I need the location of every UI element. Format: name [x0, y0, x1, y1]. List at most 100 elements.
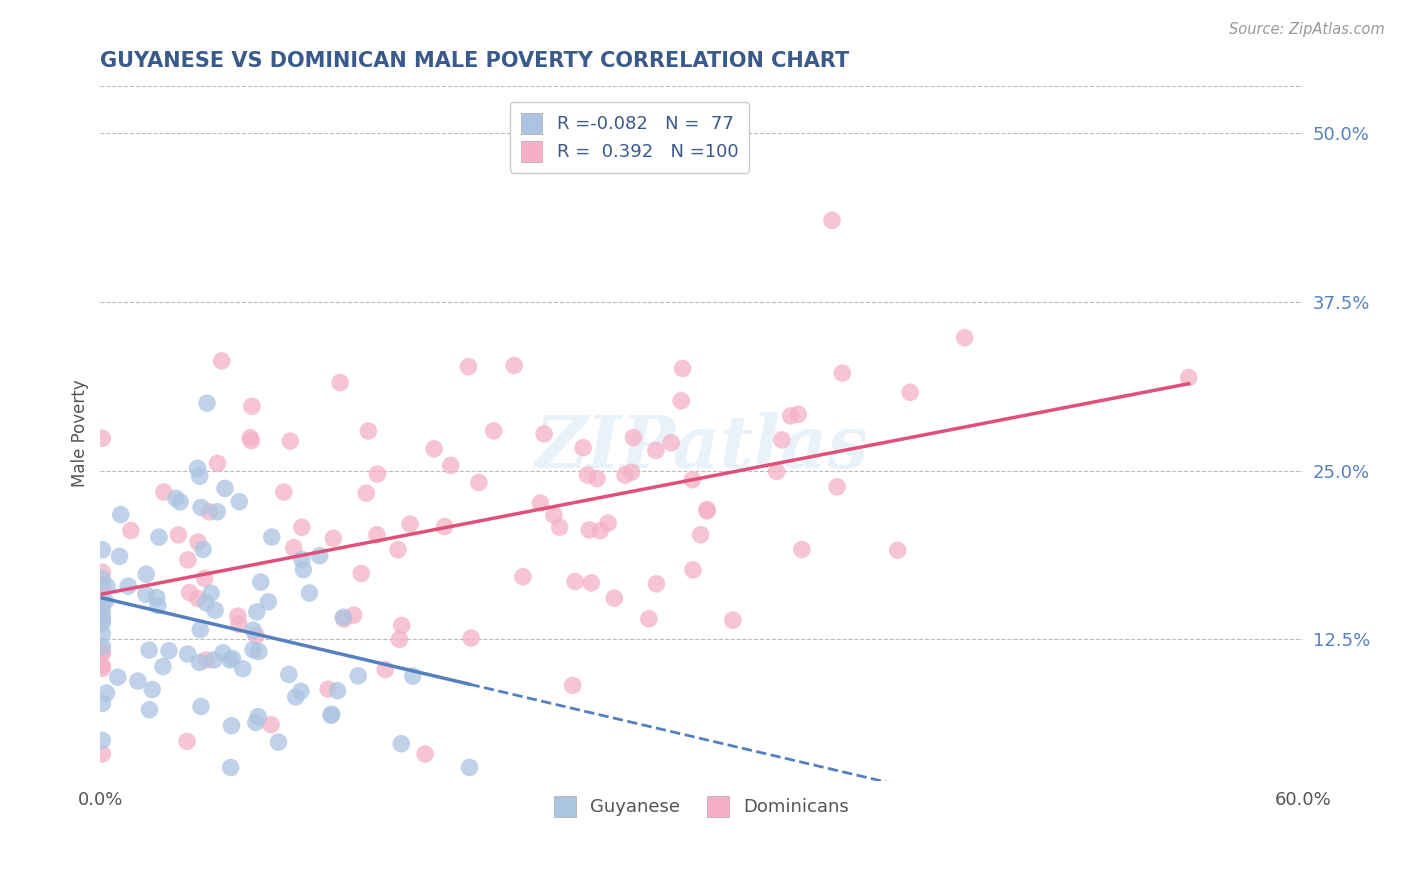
Point — [322, 531, 344, 545]
Point — [120, 524, 142, 538]
Point — [350, 566, 373, 581]
Point — [135, 587, 157, 601]
Point — [458, 760, 481, 774]
Point — [195, 653, 218, 667]
Point — [273, 485, 295, 500]
Point — [169, 495, 191, 509]
Point — [578, 523, 600, 537]
Point — [200, 586, 222, 600]
Point — [240, 400, 263, 414]
Point — [621, 431, 644, 445]
Point — [308, 549, 330, 563]
Point — [247, 709, 270, 723]
Point — [91, 733, 114, 747]
Point — [374, 663, 396, 677]
Point — [572, 441, 595, 455]
Point — [205, 505, 228, 519]
Point — [91, 639, 114, 653]
Point — [790, 542, 813, 557]
Point — [91, 542, 114, 557]
Point — [135, 567, 157, 582]
Point — [645, 443, 668, 458]
Point — [91, 566, 114, 580]
Point — [194, 572, 217, 586]
Point — [91, 431, 114, 445]
Point — [91, 615, 114, 630]
Point — [671, 361, 693, 376]
Point — [207, 456, 229, 470]
Point — [356, 486, 378, 500]
Point — [598, 516, 620, 530]
Point — [188, 656, 211, 670]
Point — [387, 542, 409, 557]
Point — [333, 612, 356, 626]
Point — [195, 396, 218, 410]
Point — [326, 683, 349, 698]
Point — [91, 571, 114, 585]
Point — [138, 703, 160, 717]
Point — [138, 643, 160, 657]
Point — [787, 407, 810, 421]
Point — [190, 699, 212, 714]
Point — [194, 596, 217, 610]
Text: GUYANESE VS DOMINICAN MALE POVERTY CORRELATION CHART: GUYANESE VS DOMINICAN MALE POVERTY CORRE… — [100, 51, 849, 70]
Point — [153, 485, 176, 500]
Point — [267, 735, 290, 749]
Point — [187, 535, 209, 549]
Point — [366, 528, 388, 542]
Point — [110, 508, 132, 522]
Point — [91, 747, 114, 761]
Point — [589, 524, 612, 538]
Point — [145, 591, 167, 605]
Point — [482, 424, 505, 438]
Point — [779, 409, 801, 423]
Point — [696, 504, 718, 518]
Point — [561, 678, 583, 692]
Point — [249, 575, 271, 590]
Point — [468, 475, 491, 490]
Point — [91, 578, 114, 592]
Point — [765, 465, 787, 479]
Point — [214, 481, 236, 495]
Point — [689, 527, 711, 541]
Point — [260, 530, 283, 544]
Point — [91, 658, 114, 673]
Point — [696, 502, 718, 516]
Point — [1177, 370, 1199, 384]
Point — [886, 543, 908, 558]
Point — [402, 669, 425, 683]
Point — [399, 517, 422, 532]
Point — [440, 458, 463, 473]
Point — [212, 646, 235, 660]
Point — [576, 468, 599, 483]
Point — [179, 585, 201, 599]
Point — [260, 717, 283, 731]
Point — [146, 599, 169, 613]
Point — [290, 684, 312, 698]
Point — [228, 617, 250, 632]
Point — [177, 553, 200, 567]
Point — [770, 433, 793, 447]
Point — [298, 586, 321, 600]
Point — [211, 354, 233, 368]
Point — [645, 577, 668, 591]
Point — [96, 579, 118, 593]
Point — [91, 697, 114, 711]
Point — [202, 653, 225, 667]
Point — [564, 574, 586, 589]
Point — [389, 737, 412, 751]
Point — [165, 491, 187, 506]
Point — [247, 644, 270, 658]
Point — [188, 623, 211, 637]
Point — [821, 213, 844, 227]
Point — [191, 542, 214, 557]
Point — [141, 682, 163, 697]
Point — [581, 575, 603, 590]
Point — [167, 528, 190, 542]
Point — [831, 366, 853, 380]
Point — [681, 473, 703, 487]
Point — [221, 651, 243, 665]
Point — [91, 597, 114, 611]
Point — [257, 595, 280, 609]
Point — [291, 520, 314, 534]
